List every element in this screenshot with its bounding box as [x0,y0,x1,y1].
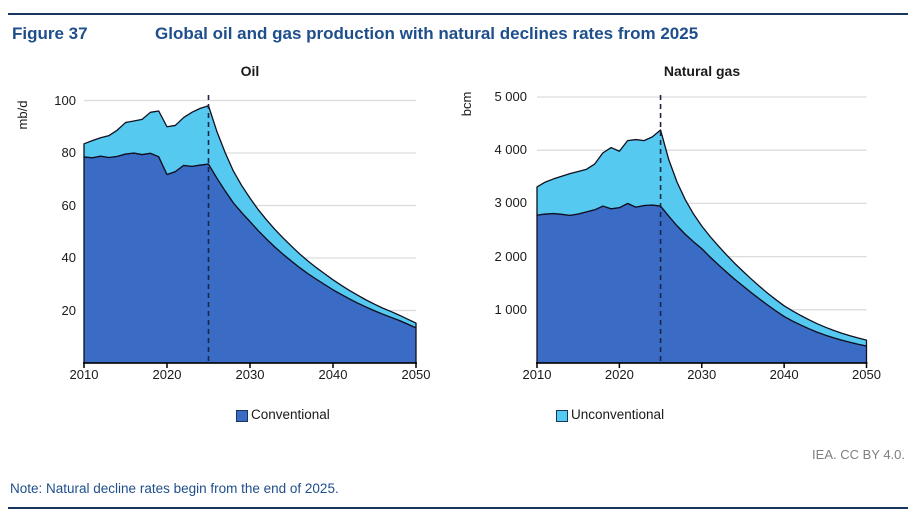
oil-y-tick-label: 60 [61,197,76,213]
oil-y-tick-label: 40 [61,250,76,265]
gas-legend-label: Unconventional [571,407,665,422]
gas-y-tick-label: 4 000 [494,142,527,158]
gas-x-tick-label: 2030 [687,367,717,382]
oil-y-tick-label: 80 [61,145,76,160]
top-rule [8,13,908,15]
gas-y-tick-label: 2 000 [494,248,527,264]
gas-y-tick-label: 5 000 [494,89,527,104]
oil-legend-label: Conventional [251,407,330,422]
oil-x-tick-label: 2030 [235,367,265,382]
gas-legend: Unconventional [556,407,664,422]
oil-y-axis-unit: mb/d [15,100,30,130]
oil-legend: Conventional [236,407,330,422]
gas-y-tick-label: 1 000 [494,301,527,317]
oil-x-tick-label: 2010 [69,367,99,382]
gas-y-axis-unit: bcm [459,91,474,117]
oil-chart-title: Oil [240,63,260,79]
gas-y-tick-label: 3 000 [494,195,527,211]
oil-unconventional-area [83,105,417,329]
license-credit: IEA. CC BY 4.0. [812,447,905,462]
oil-y-tick-label: 20 [61,302,76,318]
oil-y-tick-label: 100 [54,92,76,108]
figure-number: Figure 37 [12,24,88,43]
gas-x-tick-label: 2050 [852,367,881,382]
gas-unconventional-area [536,129,868,347]
oil-x-tick-label: 2020 [152,367,182,382]
gas-x-tick-label: 2020 [604,367,634,382]
figure-note: Note: Natural decline rates begin from t… [10,481,339,496]
unconventional-swatch-icon [556,410,568,422]
bottom-rule [8,507,908,509]
oil-x-tick-label: 2040 [318,367,348,382]
conventional-swatch-icon [236,410,248,422]
figure-title: Global oil and gas production with natur… [155,24,699,43]
gas-x-tick-label: 2040 [769,367,799,382]
gas-x-tick-label: 2010 [522,367,552,382]
gas-chart-title: Natural gas [663,63,741,79]
oil-x-tick-label: 2050 [401,367,431,382]
